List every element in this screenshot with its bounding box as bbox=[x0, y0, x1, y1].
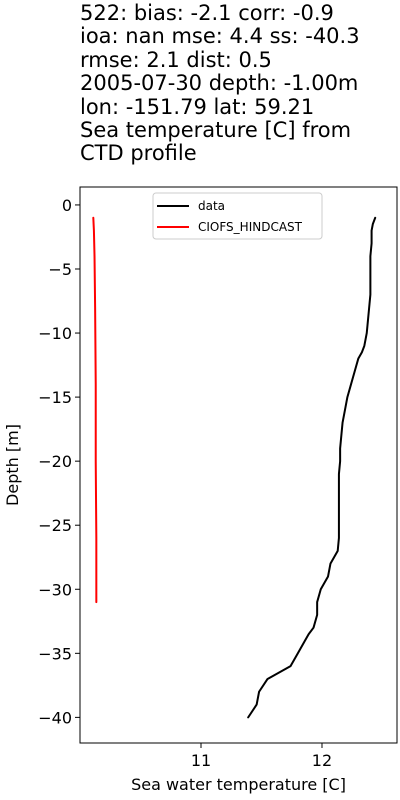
y-tick-label: −10 bbox=[38, 324, 72, 343]
legend-label: CIOFS_HINDCAST bbox=[198, 220, 303, 234]
y-tick-label: −35 bbox=[38, 644, 72, 663]
title-line-6: Sea temperature [C] from bbox=[80, 118, 352, 143]
title-line-7: CTD profile bbox=[80, 141, 197, 166]
legend: data CIOFS_HINDCAST bbox=[152, 192, 323, 240]
y-tick-label: −25 bbox=[38, 516, 72, 535]
x-tick-label: 11 bbox=[191, 751, 211, 770]
series-line-1 bbox=[92, 216, 98, 604]
plot-frame bbox=[79, 186, 398, 744]
title-line-4: 2005-07-30 depth: -1.00m bbox=[80, 71, 359, 96]
chart-title: 522: bias: -2.1 corr: -0.9 ioa: nan mse:… bbox=[80, 1, 398, 166]
title-line-5: lon: -151.79 lat: 59.21 bbox=[80, 94, 315, 119]
legend-label: data bbox=[198, 199, 225, 213]
y-axis-label: Depth [m] bbox=[3, 424, 22, 506]
legend-box bbox=[152, 192, 323, 240]
y-tick-label: 0 bbox=[62, 196, 72, 215]
x-tick-label: 12 bbox=[312, 751, 332, 770]
y-tick-label: −15 bbox=[38, 388, 72, 407]
title-line-3: rmse: 2.1 dist: 0.5 bbox=[80, 47, 272, 72]
x-axis-label: Sea water temperature [C] bbox=[131, 775, 346, 794]
title-line-2: ioa: nan mse: 4.4 ss: -40.3 bbox=[80, 24, 360, 49]
title-line-1: 522: bias: -2.1 corr: -0.9 bbox=[80, 1, 334, 25]
y-tick-label: −30 bbox=[38, 580, 72, 599]
series-line-0 bbox=[247, 216, 377, 719]
y-tick-label: −5 bbox=[48, 260, 72, 279]
y-tick-label: −20 bbox=[38, 452, 72, 471]
y-tick-label: −40 bbox=[38, 708, 72, 727]
